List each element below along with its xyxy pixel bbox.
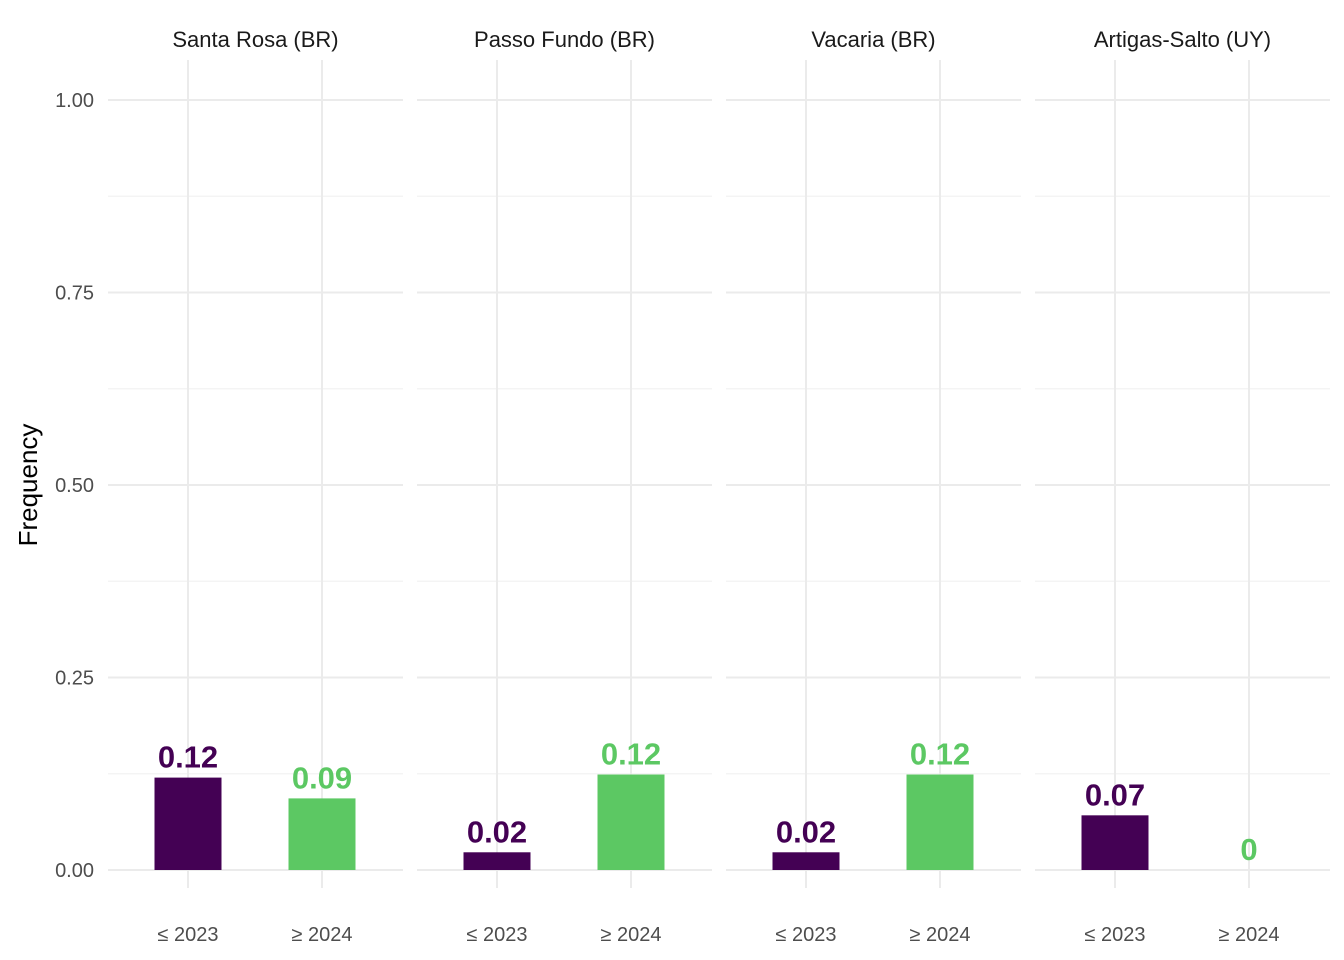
x-tick-label: ≥ 2024 <box>600 924 661 946</box>
facet-panel: Santa Rosa (BR) 0.12 ≤ 2023 0.09 ≥ 2024 <box>108 27 403 946</box>
bar <box>1081 815 1149 870</box>
facet-title: Santa Rosa (BR) <box>172 27 338 52</box>
facet-title: Vacaria (BR) <box>811 27 935 52</box>
bar <box>597 774 665 870</box>
bar <box>288 798 356 870</box>
y-tick-label: 1.00 <box>55 90 94 112</box>
x-tick-label: ≥ 2024 <box>291 924 352 946</box>
facet-title: Artigas-Salto (UY) <box>1094 27 1271 52</box>
x-tick-label: ≤ 2023 <box>466 924 527 946</box>
y-tick-label: 0.00 <box>55 860 94 882</box>
bar-value-label: 0.02 <box>467 814 527 849</box>
bar-value-label: 0.12 <box>158 740 218 775</box>
x-tick-label: ≤ 2023 <box>157 924 218 946</box>
bar <box>772 852 840 870</box>
y-tick-label: 0.50 <box>55 475 94 497</box>
bar-value-label: 0.12 <box>910 737 970 772</box>
x-tick-label: ≤ 2023 <box>1084 924 1145 946</box>
y-tick-label: 0.25 <box>55 668 94 690</box>
y-tick-label: 0.75 <box>55 283 94 305</box>
bar-value-label: 0.07 <box>1085 777 1145 812</box>
bar-value-label: 0.09 <box>292 760 352 795</box>
facet-panel: Vacaria (BR) 0.02 ≤ 2023 0.12 ≥ 2024 <box>726 27 1021 946</box>
x-tick-label: ≤ 2023 <box>775 924 836 946</box>
bar <box>463 852 531 870</box>
x-tick-label: ≥ 2024 <box>909 924 970 946</box>
facet-panel: Artigas-Salto (UY) 0.07 ≤ 2023 0 ≥ 2024 <box>1035 27 1330 946</box>
y-axis-title: Frequency <box>13 424 43 547</box>
y-axis: 0.00 0.25 0.50 0.75 1.00 <box>55 90 94 882</box>
bar-value-label: 0.02 <box>776 814 836 849</box>
bar-value-label: 0.12 <box>601 737 661 772</box>
facet-title: Passo Fundo (BR) <box>474 27 655 52</box>
bar <box>906 774 974 870</box>
facet-panel: Passo Fundo (BR) 0.02 ≤ 2023 0.12 ≥ 2024 <box>417 27 712 946</box>
bar-value-label: 0 <box>1240 832 1257 867</box>
x-tick-label: ≥ 2024 <box>1218 924 1279 946</box>
bar <box>154 777 222 870</box>
